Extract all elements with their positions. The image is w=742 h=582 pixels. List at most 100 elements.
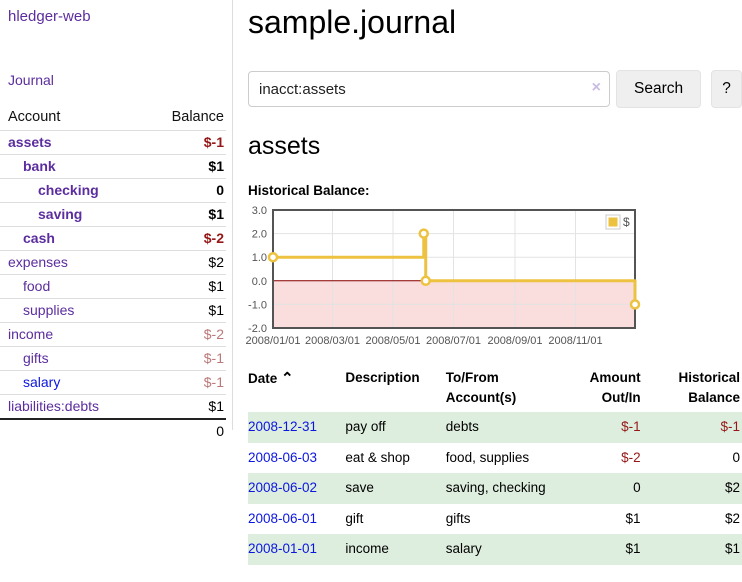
account-balance: $1 xyxy=(139,154,226,179)
account-balance: $1 xyxy=(139,274,226,299)
transaction-date-link[interactable]: 2008-06-01 xyxy=(248,510,318,526)
account-link-assets[interactable]: assets xyxy=(8,134,52,150)
transaction-description: income xyxy=(345,534,446,565)
svg-text:2.0: 2.0 xyxy=(252,229,267,241)
account-row: liabilities:debts $1 xyxy=(0,394,226,420)
chart-title: Historical Balance: xyxy=(248,183,370,198)
transaction-description: pay off xyxy=(345,412,446,443)
account-heading: assets xyxy=(248,132,321,160)
account-link-bank[interactable]: bank xyxy=(23,158,56,174)
account-balance: $-2 xyxy=(139,322,226,347)
help-button[interactable]: ? xyxy=(711,70,742,108)
svg-text:2008/07/01: 2008/07/01 xyxy=(426,335,481,347)
app-brand-link[interactable]: hledger-web xyxy=(8,8,91,25)
account-balance: $1 xyxy=(139,202,226,227)
account-balance: $-1 xyxy=(139,370,226,395)
accounts-header-balance: Balance xyxy=(139,105,226,131)
register-row: 2008-06-01 gift gifts $1 $2 xyxy=(248,504,742,535)
account-balance: $1 xyxy=(139,298,226,323)
account-link-gifts[interactable]: gifts xyxy=(23,350,49,366)
account-link-income[interactable]: income xyxy=(8,326,54,342)
svg-text:2008/03/01: 2008/03/01 xyxy=(305,335,360,347)
account-link-expenses[interactable]: expenses xyxy=(8,254,68,270)
accounts-total-row: 0 xyxy=(0,418,226,443)
account-link-salary[interactable]: salary xyxy=(23,374,61,390)
account-row: salary $-1 xyxy=(0,370,226,395)
transaction-date-link[interactable]: 2008-01-01 xyxy=(248,541,318,557)
register-row: 2008-12-31 pay off debts $-1 $-1 xyxy=(248,412,742,443)
account-balance: 0 xyxy=(139,178,226,203)
accounts-header-account: Account xyxy=(0,105,140,131)
account-link-supplies[interactable]: supplies xyxy=(23,302,75,318)
svg-text:2008/09/01: 2008/09/01 xyxy=(487,335,542,347)
register-header-balance: Historical Balance xyxy=(678,370,740,405)
transaction-balance: $1 xyxy=(642,534,742,565)
register-header-row: Date ⌃ Description To/From Account(s) Am… xyxy=(248,365,742,412)
transaction-amount: $-1 xyxy=(585,412,643,443)
account-row: cash $-2 xyxy=(0,226,226,251)
register-header-description: Description xyxy=(345,370,420,385)
svg-text:$: $ xyxy=(623,215,630,229)
transaction-amount: 0 xyxy=(585,473,643,504)
clear-search-icon[interactable]: × xyxy=(591,79,601,96)
register-header-accounts: To/From Account(s) xyxy=(445,370,517,405)
account-link-saving[interactable]: saving xyxy=(38,206,83,222)
account-balance: $-2 xyxy=(139,226,226,251)
register-row: 2008-01-01 income salary $1 $1 xyxy=(248,534,742,565)
sidebar-item-journal[interactable]: Journal xyxy=(8,72,54,88)
search-button[interactable]: Search xyxy=(616,70,702,108)
account-row: supplies $1 xyxy=(0,298,226,323)
transaction-balance: $-1 xyxy=(642,412,742,443)
transaction-description: gift xyxy=(345,510,364,526)
svg-text:2008/01/01: 2008/01/01 xyxy=(245,335,300,347)
balance-chart: $3.0 2.0 1.0 0.0 -1.0 -2.0 2008/01/01 2008/03/0… xyxy=(245,205,648,349)
account-link-cash[interactable]: cash xyxy=(23,230,55,246)
account-link-liabilities-debts[interactable]: liabilities:debts xyxy=(8,398,100,414)
register-table: Date ⌃ Description To/From Account(s) Am… xyxy=(248,365,742,565)
register-header-amount: Amount Out/In xyxy=(589,370,641,405)
account-balance: $1 xyxy=(139,394,226,420)
page-title: sample.journal xyxy=(248,4,457,40)
accounts-table: Account Balance assets $-1 bank $1 check… xyxy=(0,105,226,443)
transaction-accounts: salary xyxy=(445,534,586,565)
account-row: bank $1 xyxy=(0,154,226,179)
account-row: expenses $2 xyxy=(0,250,226,275)
svg-text:2008/11/01: 2008/11/01 xyxy=(548,335,602,347)
transaction-balance: $2 xyxy=(642,473,742,504)
transaction-balance: $2 xyxy=(724,510,740,526)
account-row: checking 0 xyxy=(0,178,226,203)
transaction-accounts: debts xyxy=(445,412,586,443)
account-link-food[interactable]: food xyxy=(23,278,51,294)
svg-text:2008/05/01: 2008/05/01 xyxy=(365,335,420,347)
search-input[interactable] xyxy=(248,71,610,107)
svg-text:3.0: 3.0 xyxy=(252,205,267,217)
account-row: gifts $-1 xyxy=(0,346,226,371)
sidebar: hledger-web Journal Account Balance asse… xyxy=(0,0,233,443)
svg-text:-2.0: -2.0 xyxy=(248,323,267,335)
account-row: assets $-1 xyxy=(0,130,226,155)
account-row: saving $1 xyxy=(0,202,226,227)
register-row: 2008-06-02 save saving, checking 0 $2 xyxy=(248,473,742,504)
transaction-description: eat & shop xyxy=(345,449,410,465)
transaction-description: save xyxy=(345,473,446,504)
account-balance: $-1 xyxy=(139,130,226,155)
sort-ascending-icon: ⌃ xyxy=(281,370,294,387)
main-content: sample.journal × Search ? assets Histori… xyxy=(245,0,742,565)
transaction-amount: $-2 xyxy=(621,449,641,465)
transaction-date-link[interactable]: 2008-12-31 xyxy=(248,419,318,435)
register-header-date[interactable]: Date ⌃ xyxy=(248,370,294,387)
account-balance: $2 xyxy=(139,250,226,275)
account-balance: $-1 xyxy=(139,346,226,371)
transaction-balance: 0 xyxy=(732,449,740,465)
transaction-accounts: food, supplies xyxy=(445,449,530,465)
transaction-amount: $1 xyxy=(585,534,643,565)
svg-text:0.0: 0.0 xyxy=(252,276,267,288)
transaction-accounts: gifts xyxy=(445,510,471,526)
svg-text:-1.0: -1.0 xyxy=(248,299,267,311)
search-bar: × Search ? xyxy=(248,70,742,108)
svg-text:1.0: 1.0 xyxy=(252,252,267,264)
account-link-checking[interactable]: checking xyxy=(38,182,99,198)
transaction-date-link[interactable]: 2008-06-03 xyxy=(248,449,318,465)
transaction-date-link[interactable]: 2008-06-02 xyxy=(248,480,318,496)
